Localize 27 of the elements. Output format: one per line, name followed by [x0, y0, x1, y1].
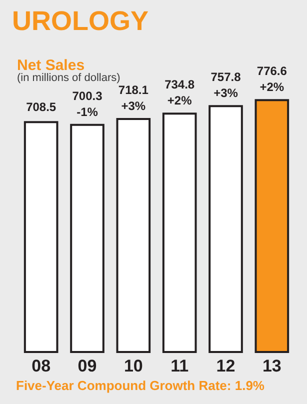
annotation: +2% — [260, 80, 284, 94]
chart-subtitle: Net Sales — [17, 57, 85, 74]
annotation: +3% — [214, 86, 238, 100]
x-tick-label: 10 — [124, 356, 143, 376]
data-label: 718.1 — [118, 83, 149, 98]
x-tick-label: 08 — [32, 356, 51, 376]
bar — [162, 112, 197, 353]
x-tick-label: 09 — [78, 356, 97, 376]
bar — [24, 121, 58, 353]
data-label: 700.3 — [72, 88, 103, 103]
bar — [70, 124, 104, 353]
bar — [116, 118, 151, 353]
chart-title: UROLOGY — [12, 6, 149, 36]
data-label: 708.5 — [26, 100, 56, 114]
text: Five-Year Compound Growth Rate: 1.9% — [16, 378, 265, 393]
data-label: 776.6 — [256, 64, 288, 78]
x-tick-label: 13 — [262, 356, 282, 376]
data-label: 757.8 — [210, 70, 242, 84]
x-tick-label: 11 — [170, 356, 189, 376]
bar — [254, 99, 290, 353]
x-tick-label: 12 — [216, 356, 236, 376]
annotation: +2% — [167, 94, 192, 108]
data-label: 734.8 — [164, 78, 195, 92]
bar — [208, 105, 243, 353]
annotation: -1% — [76, 104, 98, 119]
annotation: +3% — [121, 99, 146, 114]
y-axis-title: (in millions of dollars) — [17, 72, 120, 84]
